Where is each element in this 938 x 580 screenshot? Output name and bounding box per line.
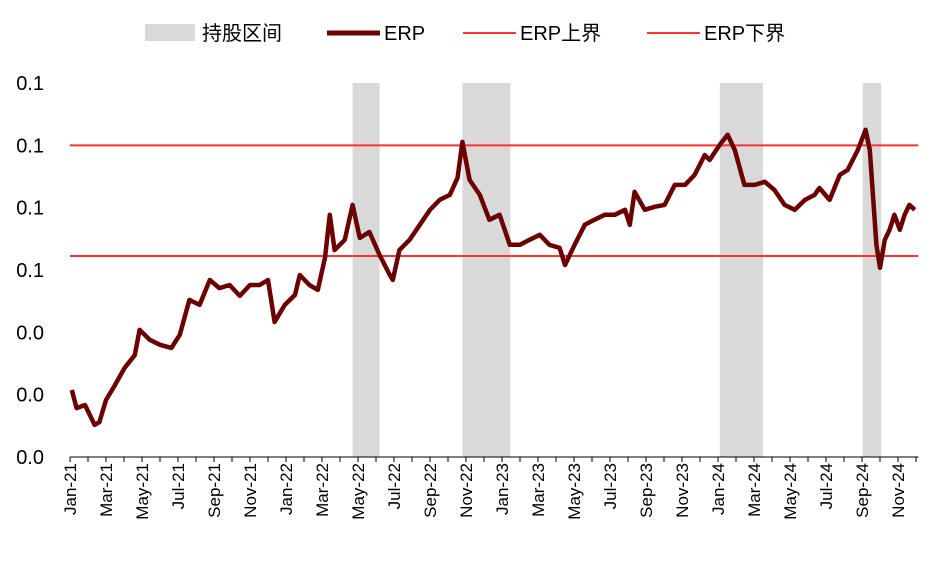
x-tick-label: Jul-23 — [601, 463, 620, 509]
x-tick-label: Jan-21 — [61, 463, 80, 515]
y-tick-label: 0.1 — [16, 73, 44, 95]
legend-label-holding: 持股区间 — [202, 22, 282, 45]
x-tick-label: Jul-24 — [817, 463, 836, 509]
x-tick-label: Sep-22 — [421, 463, 440, 518]
x-tick-label: Jan-23 — [493, 463, 512, 515]
x-tick-label: Mar-23 — [529, 463, 548, 517]
x-tick-label: Jul-21 — [169, 463, 188, 509]
x-tick-label: Nov-22 — [457, 463, 476, 518]
legend-label-lower: ERP下界 — [704, 23, 785, 45]
x-tick-label: Nov-23 — [673, 463, 692, 518]
x-tick-label: Mar-21 — [97, 463, 116, 517]
x-tick-label: Jul-22 — [385, 463, 404, 509]
legend: 持股区间 ERP ERP上界 ERP下界 — [145, 22, 785, 45]
legend-label-upper: ERP上界 — [520, 22, 601, 45]
x-tick-label: Mar-22 — [313, 463, 332, 517]
x-tick-label: May-22 — [349, 463, 368, 520]
holding-period-band — [352, 83, 380, 457]
x-tick-label: Sep-24 — [853, 463, 872, 518]
x-tick-label: Mar-24 — [745, 463, 764, 517]
x-tick-label: Sep-23 — [637, 463, 656, 518]
x-tick-label: Nov-21 — [241, 463, 260, 518]
y-tick-label: 0.1 — [16, 135, 44, 157]
x-tick-label: May-23 — [565, 463, 584, 520]
erp-series-line — [69, 127, 917, 428]
y-tick-label: 0.0 — [16, 385, 44, 407]
x-tick-label: Nov-24 — [889, 463, 908, 518]
x-tick-label: Jan-22 — [277, 463, 296, 515]
x-tick-label: May-21 — [133, 463, 152, 520]
holding-period-band — [462, 83, 511, 457]
legend-swatch-holding — [145, 24, 195, 41]
y-tick-label: 0.0 — [16, 447, 44, 469]
y-tick-label: 0.1 — [16, 260, 44, 282]
y-tick-label: 0.0 — [16, 322, 44, 344]
x-tick-label: May-24 — [781, 463, 800, 520]
holding-period-band — [862, 83, 882, 457]
legend-label-erp: ERP — [384, 23, 425, 45]
x-tick-label: Jan-24 — [709, 463, 728, 515]
x-tick-label: Sep-21 — [205, 463, 224, 518]
y-tick-label: 0.1 — [16, 198, 44, 220]
